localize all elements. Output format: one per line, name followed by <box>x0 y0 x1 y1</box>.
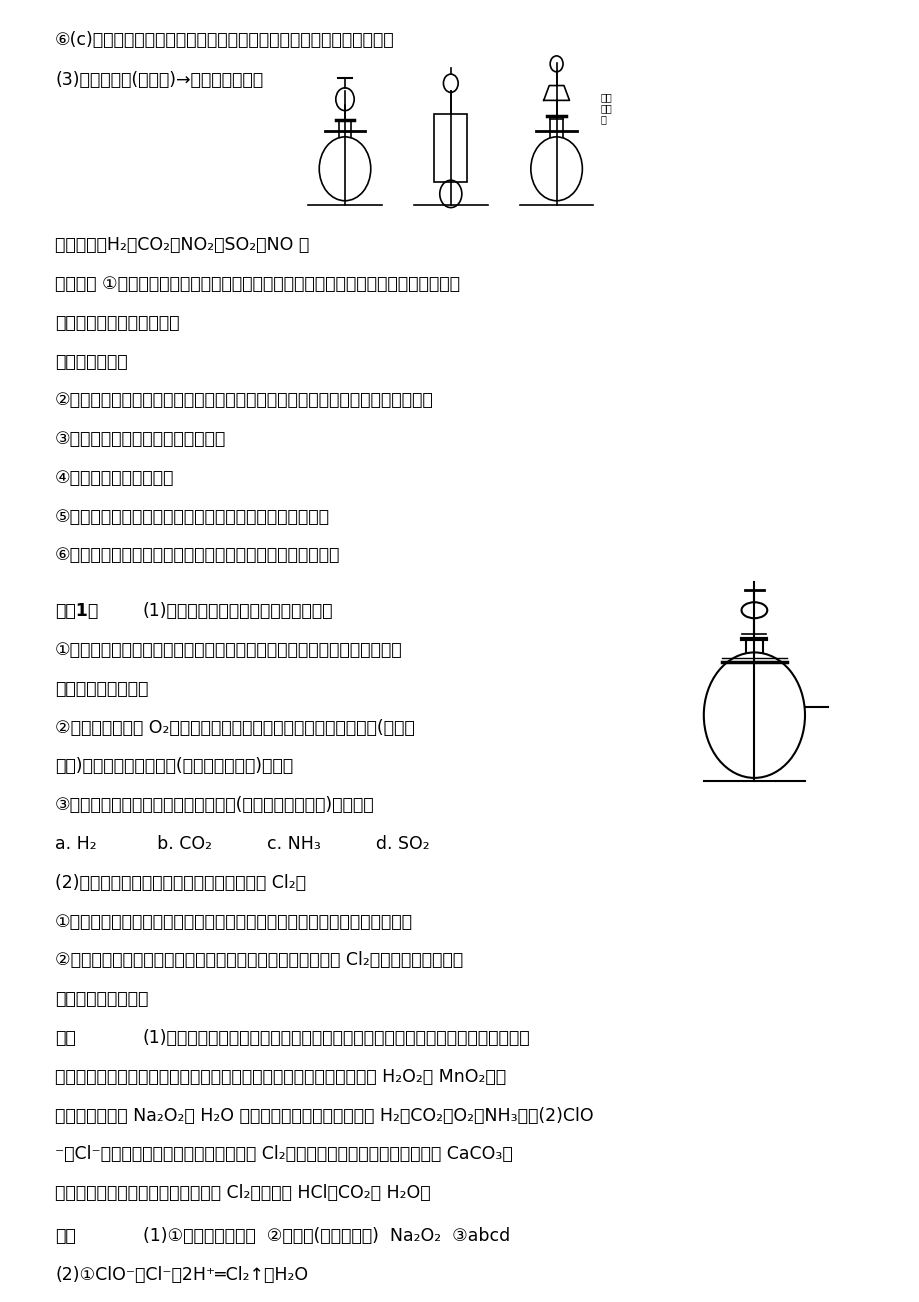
Text: ⁻、Cl⁻在酸性条件下可发生归中反应生成 Cl₂。漂白粉在空气中放置会部分变为 CaCO₃，: ⁻、Cl⁻在酸性条件下可发生归中反应生成 Cl₂。漂白粉在空气中放置会部分变为 … <box>55 1146 513 1163</box>
Text: ①该制气装置在加入反应物前，应事先进行的操作是＿＿＿＿＿＿＿＿＿＿: ①该制气装置在加入反应物前，应事先进行的操作是＿＿＿＿＿＿＿＿＿＿ <box>55 641 403 659</box>
Text: ⑤最初使用时应待容器内原有的空气排净后，再收集气体。: ⑤最初使用时应待容器内原有的空气排净后，再收集气体。 <box>55 508 330 526</box>
Text: 浓盐酸有很强的挥发性，因而制取的 Cl₂中常含有 HCl、CO₂和 H₂O。: 浓盐酸有很强的挥发性，因而制取的 Cl₂中常含有 HCl、CO₂和 H₂O。 <box>55 1184 430 1202</box>
Text: (2)①ClO⁻＋Cl⁻＋2H⁺═Cl₂↑＋H₂O: (2)①ClO⁻＋Cl⁻＋2H⁺═Cl₂↑＋H₂O <box>55 1267 308 1284</box>
Text: ⑥在导管口点燃氢气或其他可燃性气体时，必须先检验纯度。: ⑥在导管口点燃氢气或其他可燃性气体时，必须先检验纯度。 <box>55 547 340 565</box>
Text: ②若用该装置制取 O₂，反应物除了可选择二氧化锰和＿＿＿＿＿＿(填试剂: ②若用该装置制取 O₂，反应物除了可选择二氧化锰和＿＿＿＿＿＿(填试剂 <box>55 719 414 737</box>
Text: 满足固体和液体不需加热制备气体。符合此条件的制备氧气的反应可为 H₂O₂在 MnO₂作催: 满足固体和液体不需加热制备气体。符合此条件的制备氧气的反应可为 H₂O₂在 Mn… <box>55 1068 505 1086</box>
Text: (2)此装置中加入漂白粉和浓盐酸也可以制取 Cl₂。: (2)此装置中加入漂白粉和浓盐酸也可以制取 Cl₂。 <box>55 874 306 892</box>
Text: ⑥(c)装置中导管的作用是平衡气压，便于分液漏斗中的液体顺利滴下。: ⑥(c)装置中导管的作用是平衡气压，便于分液漏斗中的液体顺利滴下。 <box>55 31 394 49</box>
Text: ③利用该装置还可制取＿＿＿＿＿＿＿(选填下列字母序号)等气体。: ③利用该装置还可制取＿＿＿＿＿＿＿(选填下列字母序号)等气体。 <box>55 797 374 814</box>
Text: (1)①检查装置气密性  ②双氧水(或过氧化氢)  Na₂O₂  ③abcd: (1)①检查装置气密性 ②双氧水(或过氧化氢) Na₂O₂ ③abcd <box>142 1228 509 1246</box>
Text: ③加入块状固体药品的大小要适宜。: ③加入块状固体药品的大小要适宜。 <box>55 430 226 448</box>
Text: 有孔
塑料
板: 有孔 塑料 板 <box>600 92 612 124</box>
Text: a. H₂           b. CO₂          c. NH₃          d. SO₂: a. H₂ b. CO₂ c. NH₃ d. SO₂ <box>55 835 429 853</box>
Text: 【例1】: 【例1】 <box>55 603 98 620</box>
Text: (1)制备气体的装置在加入反应物之前均应先检查装置的气密性。该装置所制气体应: (1)制备气体的装置在加入反应物之前均应先检查装置的气密性。该装置所制气体应 <box>142 1029 529 1047</box>
Text: 解析: 解析 <box>55 1029 76 1047</box>
Text: ④加入液体的量要适当。: ④加入液体的量要适当。 <box>55 469 175 487</box>
Text: ②简易装置中长颈漏斗的下口应伸入液面以下，否则起不到液封作用而无法使用。: ②简易装置中长颈漏斗的下口应伸入液面以下，否则起不到液封作用而无法使用。 <box>55 392 434 409</box>
Text: (3)固体＋液体(不加热)→气体发生装置：: (3)固体＋液体(不加热)→气体发生装置： <box>55 70 263 89</box>
Text: ①写出该反应的离子方程式：＿＿＿＿＿＿＿＿＿＿＿＿＿＿＿＿＿＿＿＿。: ①写出该反应的离子方程式：＿＿＿＿＿＿＿＿＿＿＿＿＿＿＿＿＿＿＿＿。 <box>55 913 413 931</box>
Text: (1)如图是实验室制取某些气体的装置。: (1)如图是实验室制取某些气体的装置。 <box>142 603 333 620</box>
Text: 制取气体的量不多时，也可: 制取气体的量不多时，也可 <box>55 314 179 332</box>
Text: 注意事项 ①块状固体与液体的混合物在常温下反应制备气体，可用启普发生器制备，当: 注意事项 ①块状固体与液体的混合物在常温下反应制备气体，可用启普发生器制备，当 <box>55 275 460 293</box>
Text: 制备气体：H₂、CO₂、NO₂、SO₂、NO 等: 制备气体：H₂、CO₂、NO₂、SO₂、NO 等 <box>55 236 309 254</box>
Text: 名称)，还能选择＿＿＿＿(填物质的化学式)和水。: 名称)，还能选择＿＿＿＿(填物质的化学式)和水。 <box>55 758 293 776</box>
Text: 采用简易装置。: 采用简易装置。 <box>55 353 128 371</box>
Text: ＿＿＿＿＿＿＿＿。: ＿＿＿＿＿＿＿＿。 <box>55 991 148 1008</box>
Text: ②若使用在空气中放置的漂白粉和浓盐酸发生反应，则制取的 Cl₂中可能含有的杂质为: ②若使用在空气中放置的漂白粉和浓盐酸发生反应，则制取的 Cl₂中可能含有的杂质为 <box>55 952 463 970</box>
Text: 答案: 答案 <box>55 1228 76 1246</box>
Text: 化剂时分解，或 Na₂O₂与 H₂O 反应。该装置可制备的气体有 H₂、CO₂、O₂、NH₃等。(2)ClO: 化剂时分解，或 Na₂O₂与 H₂O 反应。该装置可制备的气体有 H₂、CO₂、… <box>55 1107 593 1125</box>
Text: ＿＿＿＿＿＿＿＿。: ＿＿＿＿＿＿＿＿。 <box>55 680 148 698</box>
